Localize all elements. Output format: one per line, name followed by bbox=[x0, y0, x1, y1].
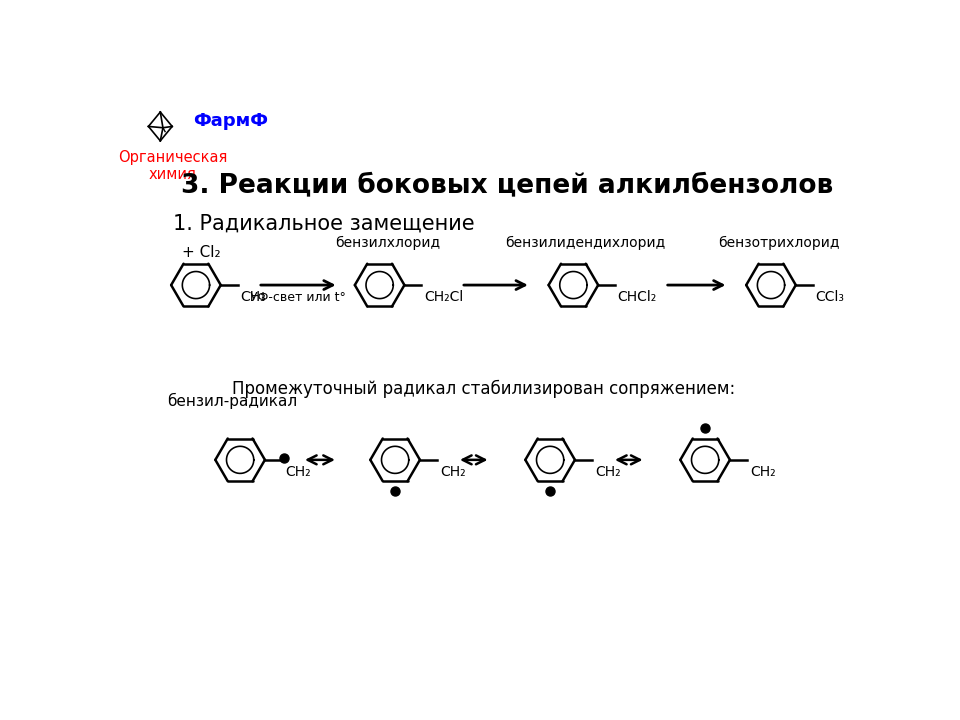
Text: 1. Радикальное замещение: 1. Радикальное замещение bbox=[173, 213, 474, 233]
Text: CCl₃: CCl₃ bbox=[815, 290, 844, 305]
Text: УФ-свет или t°: УФ-свет или t° bbox=[251, 291, 347, 304]
Text: CH₂Cl: CH₂Cl bbox=[423, 290, 463, 305]
Text: + Cl₂: + Cl₂ bbox=[182, 246, 221, 260]
Text: Органическая
химия: Органическая химия bbox=[118, 150, 228, 182]
Text: 3. Реакции боковых цепей алкилбензолов: 3. Реакции боковых цепей алкилбензолов bbox=[181, 172, 833, 198]
Text: бензотрихлорид: бензотрихлорид bbox=[718, 235, 839, 250]
Text: CH₂: CH₂ bbox=[595, 465, 621, 480]
Text: CH₃: CH₃ bbox=[240, 290, 266, 305]
Text: Промежуточный радикал стабилизирован сопряжением:: Промежуточный радикал стабилизирован соп… bbox=[232, 380, 735, 398]
Text: бензилхлорид: бензилхлорид bbox=[335, 235, 440, 250]
Text: CHCl₂: CHCl₂ bbox=[617, 290, 657, 305]
Text: ФармФ: ФармФ bbox=[194, 112, 269, 130]
Text: CH₂: CH₂ bbox=[285, 465, 311, 480]
Text: бензилидендихлорид: бензилидендихлорид bbox=[505, 235, 665, 250]
Text: CH₂: CH₂ bbox=[440, 465, 466, 480]
Text: бензил-радикал: бензил-радикал bbox=[167, 392, 298, 409]
Text: CH₂: CH₂ bbox=[750, 465, 776, 480]
